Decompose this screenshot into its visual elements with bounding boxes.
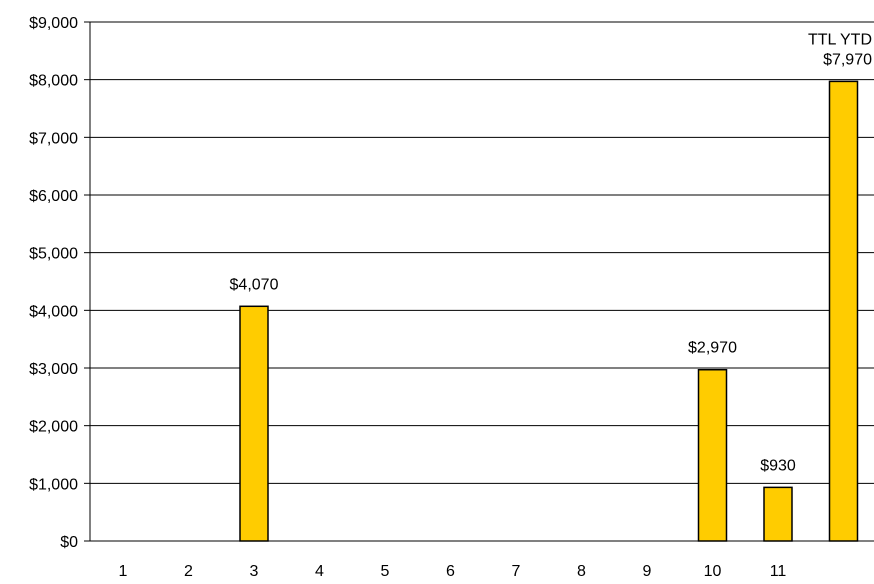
x-tick-label: 11 xyxy=(770,563,787,580)
data-label: $2,970 xyxy=(688,340,737,357)
y-tick-label: $9,000 xyxy=(29,15,78,32)
gridlines xyxy=(90,21,874,484)
bar xyxy=(828,80,859,542)
bar xyxy=(697,368,728,542)
y-tick-label: $4,000 xyxy=(29,303,78,320)
y-tick-label: $6,000 xyxy=(29,188,78,205)
bars xyxy=(239,80,859,542)
y-tick-label: $3,000 xyxy=(29,361,78,378)
data-labels: $4,070 $2,970 $930 $7,970 xyxy=(230,51,873,474)
x-tick-label: 1 xyxy=(119,563,128,580)
bar xyxy=(763,486,793,542)
data-label: $4,070 xyxy=(230,276,279,293)
data-label: $7,970 xyxy=(823,51,872,68)
annotations: TTL YTD xyxy=(808,31,872,48)
y-tick-label: $7,000 xyxy=(29,130,78,147)
x-tick-label: 9 xyxy=(643,563,652,580)
x-tick-label: 7 xyxy=(512,563,521,580)
y-tick-label: $2,000 xyxy=(29,419,78,436)
data-label: $930 xyxy=(760,457,796,474)
y-tick-label: $8,000 xyxy=(29,73,78,90)
x-tick-label: 8 xyxy=(577,563,586,580)
x-tick-label: 6 xyxy=(446,563,455,580)
y-axis: $0 $1,000 $2,000 $3,000 $4,000 $5,000 $6,000 $7… xyxy=(29,15,91,551)
x-tick-label: 4 xyxy=(315,563,324,580)
x-tick-label: 3 xyxy=(250,563,259,580)
annotation-label: TTL YTD xyxy=(808,31,872,48)
bar xyxy=(239,305,269,542)
x-axis: 1 2 3 4 5 6 7 8 9 10 11 xyxy=(90,540,874,580)
x-tick-label: 10 xyxy=(704,563,722,580)
x-tick-label: 5 xyxy=(381,563,390,580)
y-tick-label: $5,000 xyxy=(29,246,78,263)
x-tick-label: 2 xyxy=(184,563,193,580)
y-tick-label: $1,000 xyxy=(29,476,78,493)
y-tick-label: $0 xyxy=(60,534,78,551)
